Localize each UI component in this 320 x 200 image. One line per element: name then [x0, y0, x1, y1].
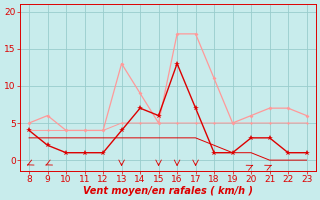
- X-axis label: Vent moyen/en rafales ( km/h ): Vent moyen/en rafales ( km/h ): [83, 186, 253, 196]
